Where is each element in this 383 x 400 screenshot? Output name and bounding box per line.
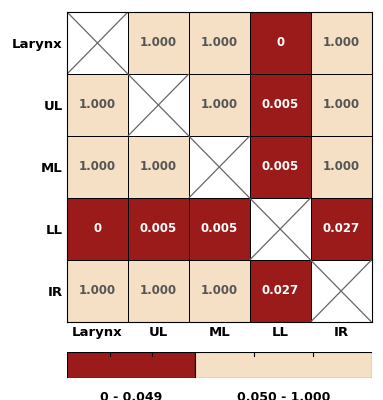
Bar [250, 12, 311, 74]
Text: 1.000: 1.000 [140, 36, 177, 50]
Bar [67, 136, 128, 198]
Bar [189, 198, 250, 260]
Bar [67, 260, 128, 322]
Text: 0.050 - 1.000: 0.050 - 1.000 [237, 391, 330, 400]
Text: 0: 0 [93, 222, 101, 236]
Text: 1.000: 1.000 [140, 284, 177, 298]
Text: 1.000: 1.000 [322, 160, 360, 174]
Text: 1.000: 1.000 [79, 284, 116, 298]
Bar [250, 136, 311, 198]
Bar [250, 198, 311, 260]
Text: 0: 0 [276, 36, 284, 50]
Bar [128, 74, 189, 136]
Text: 1.000: 1.000 [79, 160, 116, 174]
Bar [189, 12, 250, 74]
Bar [250, 260, 311, 322]
Text: 0.005: 0.005 [140, 222, 177, 236]
Bar [128, 260, 189, 322]
Bar [67, 12, 128, 74]
Text: 1.000: 1.000 [201, 284, 238, 298]
Bar [67, 198, 128, 260]
Bar [189, 136, 250, 198]
Bar [250, 74, 311, 136]
Text: 0 - 0.049: 0 - 0.049 [100, 391, 162, 400]
Bar [311, 198, 372, 260]
Bar [189, 74, 250, 136]
Text: 1.000: 1.000 [140, 160, 177, 174]
Bar [67, 352, 195, 378]
Bar [189, 260, 250, 322]
Text: 1.000: 1.000 [201, 36, 238, 50]
Bar [311, 260, 372, 322]
Bar [67, 74, 128, 136]
Text: 0.005: 0.005 [201, 222, 238, 236]
Bar [195, 352, 372, 378]
Text: 1.000: 1.000 [79, 98, 116, 112]
Text: 0.005: 0.005 [262, 98, 299, 112]
Bar [128, 198, 189, 260]
Bar [128, 12, 189, 74]
Text: 0.027: 0.027 [262, 284, 299, 298]
Text: 1.000: 1.000 [201, 98, 238, 112]
Bar [311, 74, 372, 136]
Text: 1.000: 1.000 [322, 36, 360, 50]
Text: 0.005: 0.005 [262, 160, 299, 174]
Bar [311, 12, 372, 74]
Bar [311, 136, 372, 198]
Bar [128, 136, 189, 198]
Text: 0.027: 0.027 [322, 222, 360, 236]
Text: 1.000: 1.000 [322, 98, 360, 112]
